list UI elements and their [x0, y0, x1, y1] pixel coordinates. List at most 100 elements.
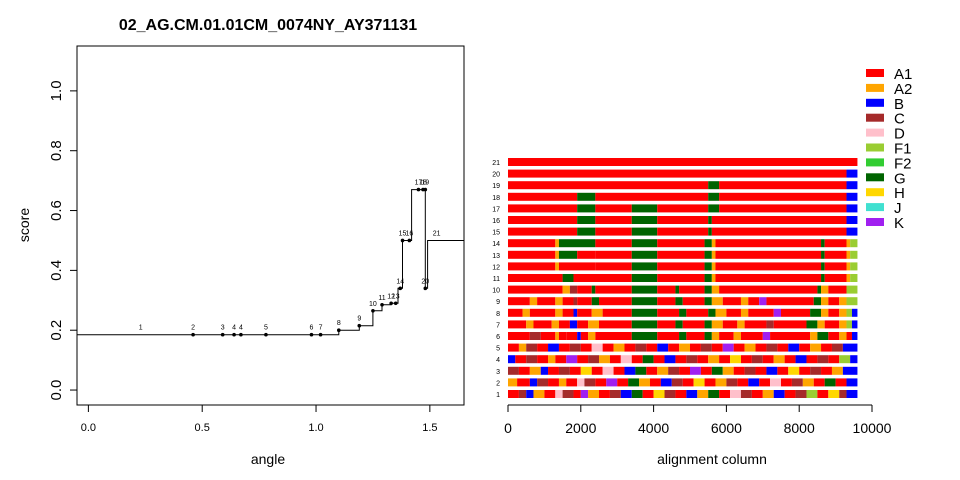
segment-A1	[719, 355, 731, 364]
segment-B	[788, 343, 800, 352]
segment-G	[821, 250, 825, 259]
row-label: 5	[496, 346, 500, 353]
segment-G	[711, 366, 723, 375]
row-label: 21	[492, 160, 500, 167]
segment-A2	[733, 332, 741, 340]
segment-A1	[573, 274, 632, 282]
segment-A1	[508, 390, 519, 398]
score-point	[371, 308, 375, 313]
segment-A1	[508, 320, 527, 329]
row-label: 8	[496, 311, 500, 318]
segment-A2	[846, 274, 851, 282]
segment-K	[762, 332, 771, 340]
segment-K	[580, 390, 589, 398]
alignment-row	[508, 216, 858, 224]
segment-A1	[517, 378, 530, 387]
segment-A1	[540, 332, 556, 340]
segment-A1	[657, 204, 709, 213]
row-label: 16	[492, 218, 500, 225]
score-point	[398, 286, 403, 291]
segment-A2	[846, 239, 851, 248]
score-point	[336, 328, 341, 333]
segment-A1	[577, 297, 592, 306]
segment-A2	[711, 274, 716, 282]
segment-A1	[784, 390, 796, 398]
segment-G	[708, 227, 712, 236]
segment-A1	[624, 343, 636, 352]
segment-A1	[613, 366, 625, 375]
segment-A1	[682, 378, 694, 387]
segment-A2	[548, 355, 556, 364]
row-label: 18	[492, 195, 500, 202]
segment-A2	[711, 250, 716, 259]
segment-A1	[649, 378, 661, 387]
segment-A2	[555, 250, 559, 259]
segment-A1	[726, 308, 741, 317]
segment-G	[821, 274, 825, 282]
legend-item: A1	[866, 66, 912, 83]
score-point	[232, 332, 236, 337]
segment-C	[726, 378, 738, 387]
segment-K	[722, 343, 734, 352]
segment-A2	[821, 285, 829, 294]
score-point-label: 15	[399, 230, 407, 237]
segment-A1	[631, 355, 643, 364]
segment-A2	[558, 378, 567, 387]
segment-A2	[846, 250, 851, 259]
segment-A1	[781, 308, 811, 317]
segment-K	[690, 366, 701, 375]
segment-G	[704, 320, 712, 329]
segment-A1	[537, 297, 556, 306]
segment-G	[631, 250, 658, 259]
segment-A1	[508, 204, 578, 213]
segment-G	[708, 308, 716, 317]
segment-A1	[508, 285, 563, 294]
legend-swatch	[866, 113, 884, 122]
segment-A1	[569, 366, 581, 375]
legend-item: H	[866, 185, 905, 202]
segment-A1	[515, 355, 527, 364]
segment-A1	[595, 285, 632, 294]
segment-A1	[646, 343, 658, 352]
segment-A2	[697, 390, 709, 398]
segment-A1	[668, 343, 680, 352]
segment-K	[606, 378, 618, 387]
segment-A1	[828, 285, 847, 294]
segment-A1	[828, 297, 840, 306]
row-label: 6	[496, 334, 500, 341]
score-point	[239, 332, 243, 337]
segment-G	[708, 216, 712, 224]
row-label: 15	[492, 230, 500, 237]
segment-G	[591, 297, 599, 306]
segment-A1	[508, 262, 556, 271]
segment-C	[766, 343, 778, 352]
score-point-label: 12	[387, 293, 395, 300]
segment-G	[631, 320, 658, 329]
segment-A1	[751, 390, 763, 398]
legend-swatch	[866, 83, 884, 92]
segment-A1	[599, 297, 632, 306]
score-point-label: 4	[239, 325, 243, 332]
alignment-row	[508, 390, 858, 398]
segment-A1	[595, 378, 607, 387]
legend-swatch	[866, 128, 884, 137]
segment-G	[704, 297, 712, 306]
segment-A1	[821, 366, 832, 375]
segment-A2	[711, 262, 716, 271]
segment-A2	[555, 262, 559, 271]
score-point	[407, 238, 412, 243]
segment-A1	[675, 355, 687, 364]
segment-A1	[722, 297, 741, 306]
segment-A1	[577, 308, 592, 317]
segment-A1	[580, 343, 592, 352]
segment-G	[817, 332, 829, 340]
segment-A2	[555, 239, 559, 248]
segment-A1	[537, 343, 549, 352]
segment-B	[850, 355, 858, 364]
segment-A1	[755, 343, 767, 352]
score-plot-xlabel: angle	[251, 451, 285, 467]
row-label: 9	[496, 299, 500, 306]
segment-A2	[802, 378, 814, 387]
segment-G	[577, 227, 596, 236]
